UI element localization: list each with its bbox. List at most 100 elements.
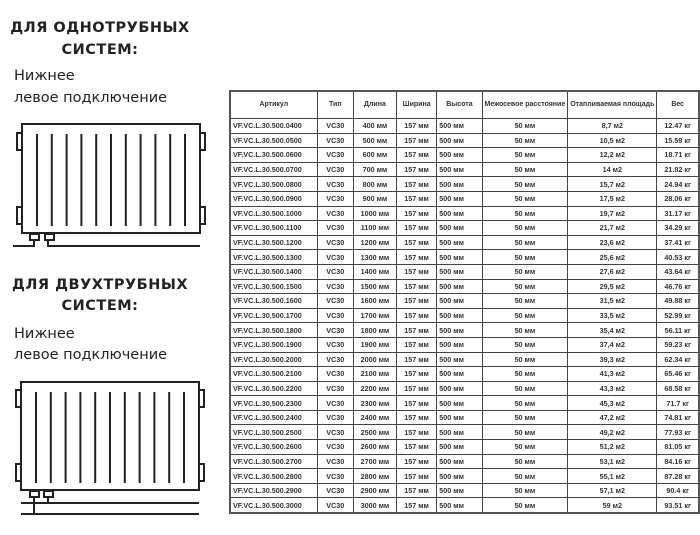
table-cell: 1900 мм	[353, 336, 397, 353]
table-cell: 500 мм	[436, 366, 483, 382]
table-cell: 157 мм	[395, 234, 438, 251]
table-cell: VC30	[316, 293, 355, 309]
table-cell: 500 мм	[436, 424, 483, 441]
table-row: VF.VC.L.30.500.2000 VC30 2000 мм 157 мм 500 …	[229, 351, 700, 368]
table-cell: 40.53 кг	[656, 249, 700, 265]
table-cell: 31.17 кг	[656, 205, 700, 222]
table-cell: VF.VC.L.30.500.2600	[229, 439, 318, 455]
radiator-single-pipe-icon	[13, 123, 206, 247]
table-cell: 500 мм	[436, 395, 483, 411]
column-header: Длина	[353, 90, 397, 119]
table-cell: 50 мм	[481, 424, 569, 441]
table-cell: VF.VC.L.30.500.2100	[229, 366, 318, 382]
table-cell: VF.VC.L.30.500.1700	[229, 307, 318, 324]
table-row: VF.VC.L.30.500.2800 VC30 2800 мм 157 мм 500 …	[229, 468, 700, 484]
table-cell: 50 мм	[481, 380, 569, 397]
table-cell: VC30	[316, 482, 355, 499]
table-row: VF.VC.L.30.500.0700 VC30 700 мм 157 мм 500 м…	[229, 161, 700, 178]
radiator-two-pipe-icon	[15, 381, 205, 515]
table-cell: 157 мм	[395, 263, 438, 280]
table-cell: VC30	[316, 190, 355, 207]
table-cell: 41,3 м2	[567, 366, 658, 382]
table-cell: 57,1 м2	[567, 482, 658, 499]
table-cell: 157 мм	[395, 395, 438, 411]
column-header: Тип	[316, 90, 355, 119]
table-cell: 1500 мм	[353, 278, 397, 295]
table-cell: 500 мм	[436, 307, 483, 324]
table-cell: VF.VC.L.30.500.2200	[229, 380, 318, 397]
table-cell: 1300 мм	[353, 249, 397, 265]
table-cell: 50 мм	[481, 278, 569, 295]
table-cell: 43.64 кг	[656, 263, 700, 280]
table-cell: 157 мм	[395, 424, 438, 441]
table-cell: VC30	[316, 453, 355, 470]
table-cell: VC30	[316, 395, 355, 411]
table-cell: VF.VC.L.30.500.1500	[229, 278, 318, 295]
table-cell: 35,4 м2	[567, 322, 658, 338]
table-cell: 50 мм	[481, 234, 569, 251]
table-cell: VF.VC.L.30.500.2500	[229, 424, 318, 441]
table-cell: 500 мм	[436, 351, 483, 368]
table-cell: 800 мм	[353, 176, 397, 192]
section-title-single-pipe-line1: ДЛЯ ОДНОТРУБНЫХ	[10, 20, 190, 36]
table-cell: 74.81 кг	[656, 409, 700, 426]
table-row: VF.VC.L.30.500.1800 VC30 1800 мм 157 мм 500 …	[229, 322, 700, 338]
table-cell: VC30	[316, 322, 355, 338]
table-cell: 1400 мм	[353, 263, 397, 280]
table-cell: VF.VC.L.30.500.1300	[229, 249, 318, 265]
table-row: VF.VC.L.30.500.1600 VC30 1600 мм 157 мм 500 …	[229, 293, 700, 309]
table-cell: 157 мм	[395, 366, 438, 382]
table-cell: 500 мм	[436, 190, 483, 207]
table-cell: 157 мм	[395, 293, 438, 309]
table-cell: 1700 мм	[353, 307, 397, 324]
table-cell: 62.34 кг	[656, 351, 700, 368]
table-cell: 49.88 кг	[656, 293, 700, 309]
table-cell: 157 мм	[395, 439, 438, 455]
table-cell: 157 мм	[395, 147, 438, 163]
table-cell: 28.06 кг	[656, 190, 700, 207]
table-cell: 500 мм	[436, 293, 483, 309]
table-cell: 45,3 м2	[567, 395, 658, 411]
table-cell: 52.99 кг	[656, 307, 700, 324]
table-cell: 50 мм	[481, 190, 569, 207]
table-cell: 157 мм	[395, 351, 438, 368]
table-cell: 2300 мм	[353, 395, 397, 411]
table-row: VF.VC.L.30.500.1200 VC30 1200 мм 157 мм 500 …	[229, 234, 700, 251]
table-cell: VF.VC.L.30.500.0900	[229, 190, 318, 207]
table-cell: VF.VC.L.30.500.0700	[229, 161, 318, 178]
section-sub-two-pipe-line2: левое подключение	[14, 347, 168, 363]
table-cell: 157 мм	[395, 497, 438, 514]
table-cell: 50 мм	[481, 176, 569, 192]
table-cell: 46.76 кг	[656, 278, 700, 295]
column-header: Вес	[656, 90, 700, 119]
table-cell: 2700 мм	[353, 453, 397, 470]
table-cell: VC30	[316, 409, 355, 426]
table-row: VF.VC.L.30.500.2100 VC30 2100 мм 157 мм 500 …	[229, 366, 700, 382]
table-cell: VF.VC.L.30.500.1800	[229, 322, 318, 338]
table-cell: VF.VC.L.30.500.0800	[229, 176, 318, 192]
table-cell: 1800 мм	[353, 322, 397, 338]
table-cell: 50 мм	[481, 497, 569, 514]
table-cell: 39,3 м2	[567, 351, 658, 368]
table-cell: 27,6 м2	[567, 263, 658, 280]
table-row: VF.VC.L.30.500.1300 VC30 1300 мм 157 мм 500 …	[229, 249, 700, 265]
table-cell: 50 мм	[481, 205, 569, 222]
table-cell: 157 мм	[395, 161, 438, 178]
table-cell: 8,7 м2	[567, 118, 658, 134]
table-cell: 1000 мм	[353, 205, 397, 222]
table-cell: 34.29 кг	[656, 220, 700, 236]
table-row: VF.VC.L.30.500.2500 VC30 2500 мм 157 мм 500 …	[229, 424, 700, 441]
table-cell: 50 мм	[481, 395, 569, 411]
table-cell: 50 мм	[481, 351, 569, 368]
table-cell: VF.VC.L.30.500.2700	[229, 453, 318, 470]
table-cell: 157 мм	[395, 482, 438, 499]
table-cell: VC30	[316, 497, 355, 514]
table-row: VF.VC.L.30.500.1000 VC30 1000 мм 157 мм 500 …	[229, 205, 700, 222]
table-cell: 2400 мм	[353, 409, 397, 426]
column-header: Межосевое расстояние	[481, 90, 569, 119]
section-title-two-pipe-line2: СИСТЕМ:	[61, 298, 139, 314]
table-cell: 37.41 кг	[656, 234, 700, 251]
table-cell: 12.47 кг	[656, 118, 700, 134]
table-cell: 500 мм	[436, 336, 483, 353]
table-cell: 59.23 кг	[656, 336, 700, 353]
